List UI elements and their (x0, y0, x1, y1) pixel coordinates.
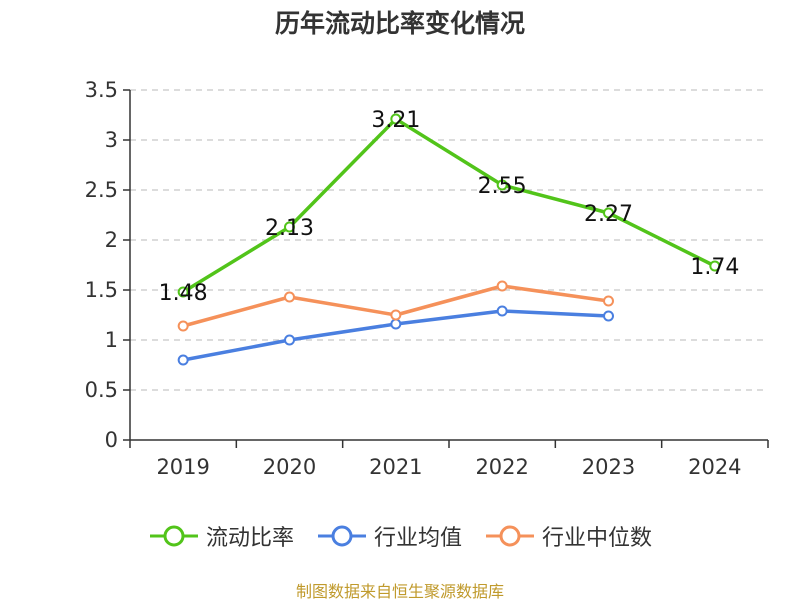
data-point[interactable] (390, 113, 402, 125)
data-point[interactable] (603, 295, 614, 307)
x-tick-label: 2021 (369, 455, 422, 479)
data-point[interactable] (177, 320, 189, 332)
data-label: 2.13 (265, 216, 314, 241)
legend-label: 行业中位数 (542, 526, 653, 551)
data-point[interactable] (496, 179, 508, 191)
series (177, 113, 721, 366)
data-labels: 1.48 2.13 3.21 2.55 2.27 1.74 (159, 108, 740, 306)
data-label: 1.48 (159, 281, 208, 306)
legend-circle (163, 525, 185, 547)
data-point[interactable] (603, 310, 614, 322)
y-tick-label: 0 (105, 428, 118, 452)
y-tick-label: 2 (105, 228, 118, 252)
y-tick-label: 2.5 (85, 178, 118, 202)
legend-item-industry-mean[interactable]: 行业均值 (316, 520, 462, 552)
legend-line-marker-icon (317, 525, 366, 547)
y-tick-label: 3 (105, 128, 118, 152)
series-line (182, 117, 716, 294)
legend: 流动比率 行业均值 行业中位数 (0, 520, 800, 552)
y-tick-label: 1 (105, 328, 118, 352)
legend-line-marker-icon (486, 525, 534, 547)
legend-label: 行业均值 (373, 526, 462, 551)
data-point[interactable] (496, 280, 508, 292)
data-label: 2.55 (478, 174, 527, 199)
data-point[interactable] (496, 305, 508, 317)
data-point[interactable] (603, 207, 614, 219)
y-tick-label: 1.5 (85, 278, 118, 302)
legend-item-current-ratio[interactable]: 流动比率 (148, 520, 294, 552)
data-label: 2.27 (584, 202, 633, 227)
axes: 0 0.5 1 1.5 2 2.5 3 3.5 2019 2020 2021 2022 2023 2024 (85, 78, 769, 479)
x-tick-label: 2024 (688, 455, 741, 479)
legend-circle (331, 525, 353, 547)
legend-line-marker-icon (149, 525, 198, 547)
data-point[interactable] (390, 309, 402, 321)
data-label: 1.74 (690, 255, 739, 280)
data-point[interactable] (709, 260, 721, 272)
x-tick-label: 2019 (156, 455, 209, 479)
data-label: 3.21 (371, 108, 420, 133)
y-tick-label: 0.5 (85, 378, 118, 402)
x-tick-label: 2022 (475, 455, 528, 479)
x-tick-label: 2023 (582, 455, 635, 479)
grid-lines (130, 89, 768, 391)
legend-label: 流动比率 (205, 526, 294, 551)
chart-title: 历年流动比率变化情况 (274, 9, 525, 38)
source-note: 制图数据来自恒生聚源数据库 (295, 582, 504, 601)
data-point[interactable] (284, 221, 295, 233)
data-point[interactable] (284, 291, 295, 303)
data-point[interactable] (284, 334, 295, 346)
legend-item-industry-median[interactable]: 行业中位数 (484, 520, 652, 552)
data-point[interactable] (177, 286, 189, 298)
data-point[interactable] (390, 318, 402, 330)
y-tick-label: 3.5 (85, 78, 118, 102)
legend-circle (499, 525, 521, 547)
data-point[interactable] (177, 354, 189, 366)
x-tick-label: 2020 (263, 455, 316, 479)
